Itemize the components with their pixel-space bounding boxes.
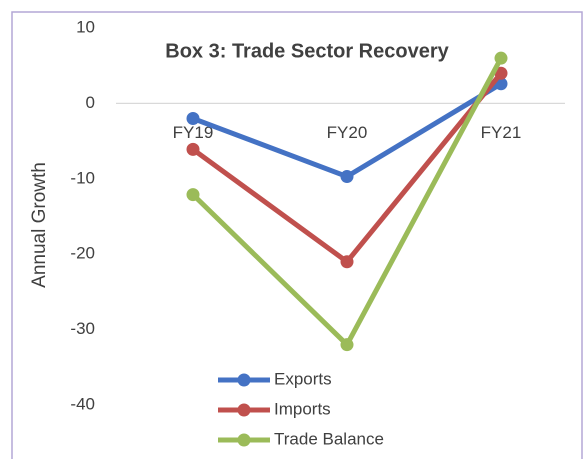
data-point	[340, 255, 354, 269]
y-tick-label: 10	[76, 17, 95, 36]
data-point	[494, 51, 508, 65]
y-tick-label: -40	[70, 394, 95, 413]
y-tick-label: 0	[86, 93, 95, 112]
legend-marker	[237, 373, 251, 387]
legend-label: Trade Balance	[274, 429, 384, 448]
data-point	[494, 66, 508, 80]
y-axis-label: Annual Growth	[29, 162, 50, 288]
data-point	[340, 338, 354, 352]
data-point	[186, 111, 200, 125]
data-point	[186, 142, 200, 156]
legend-label: Exports	[274, 369, 332, 388]
legend-marker	[237, 433, 251, 447]
data-point	[186, 188, 200, 202]
x-tick-label: FY21	[481, 123, 522, 142]
data-point	[340, 170, 354, 184]
legend-marker	[237, 403, 251, 417]
x-tick-label: FY20	[327, 123, 368, 142]
y-tick-label: -30	[70, 319, 95, 338]
legend-label: Imports	[274, 399, 331, 418]
y-tick-label: -10	[70, 168, 95, 187]
y-tick-label: -20	[70, 244, 95, 263]
x-tick-label: FY19	[173, 123, 214, 142]
chart-title: Box 3: Trade Sector Recovery	[165, 40, 449, 62]
